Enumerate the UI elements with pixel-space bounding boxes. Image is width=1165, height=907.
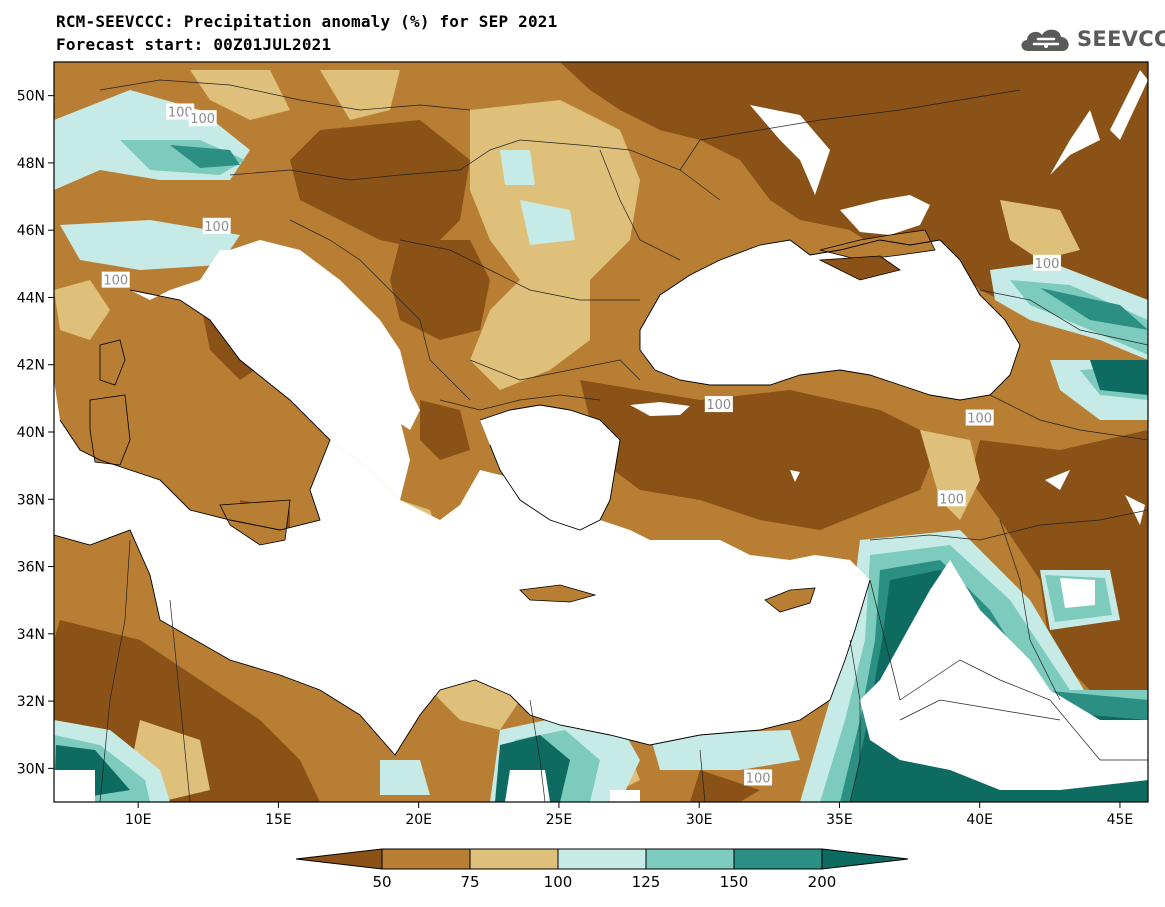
logo-text: SEEVCCC (1077, 27, 1165, 51)
map-title: RCM-SEEVCCC: Precipitation anomaly (%) f… (56, 12, 558, 31)
lat-tick-label: 38N (17, 492, 45, 508)
contour-label-bg (1033, 254, 1062, 271)
seevccc-logo: SEEVCCC (1018, 24, 1165, 54)
map-axes: 30N 32N 34N 36N 38N 40N 42N 44N 46N 48N 50N 10E 15E 2… (17, 89, 1134, 828)
contour-label: 100 (188, 110, 217, 127)
contour-label: 100 (202, 217, 231, 235)
anomaly-field (54, 62, 1148, 802)
contour-label: 100 (965, 409, 994, 427)
cloud-icon (1021, 29, 1069, 51)
contour-label-text: 100 (103, 274, 128, 289)
contour-label-bg (101, 271, 130, 288)
lon-tick-label: 35E (826, 812, 853, 828)
contour-label-text: 100 (746, 771, 771, 786)
contour-label-bg (166, 103, 195, 120)
masked-regions (54, 70, 1148, 802)
seas (54, 195, 1020, 755)
contour-label-text: 100 (967, 412, 992, 427)
contour-label: 100 (744, 769, 773, 786)
lon-tick-label: 45E (1107, 812, 1134, 828)
lon-tick-label: 30E (686, 812, 713, 828)
colorbar-box (557, 848, 647, 870)
borders (99, 79, 1148, 802)
contour-label-text: 100 (168, 105, 193, 120)
lon-tick-label: 25E (546, 812, 573, 828)
contour-label-bg (704, 396, 733, 413)
contour-label-text: 100 (939, 492, 964, 507)
contour-label-text: 100 (204, 220, 229, 235)
lat-tick-label: 36N (17, 560, 45, 576)
contour-label: 100 (1033, 254, 1062, 272)
lat-tick-label: 48N (17, 156, 45, 172)
colorbar-high-arrow (821, 848, 909, 870)
contour-label-text: 100 (190, 112, 215, 127)
colorbar-level-label: 125 (632, 873, 661, 891)
contour-label-text: 100 (1035, 257, 1060, 272)
colorbar-box (645, 848, 735, 870)
contour-label-bg (965, 409, 994, 426)
contour-label: 100 (101, 271, 130, 289)
lat-tick-label: 40N (17, 425, 45, 441)
contour-label-text: 100 (706, 398, 731, 413)
colorbar-level-label: 100 (544, 873, 573, 891)
lon-tick-label: 40E (966, 812, 993, 828)
contour-label: 100 (937, 490, 966, 507)
lon-tick-label: 10E (125, 812, 152, 828)
colorbar-level-label: 75 (460, 873, 479, 891)
colorbar-box (733, 848, 823, 870)
lat-tick-label: 32N (17, 694, 45, 710)
colorbar-box (381, 848, 471, 870)
contour-label-bg (188, 110, 217, 127)
lat-tick-label: 42N (17, 358, 45, 374)
lon-tick-label: 20E (405, 812, 432, 828)
colorbar: 50 75 100 125 150 200 (295, 848, 909, 891)
colorbar-box (469, 848, 559, 870)
lat-tick-label: 44N (17, 290, 45, 306)
forecast-start: Forecast start: 00Z01JUL2021 (56, 35, 332, 54)
colorbar-level-label: 50 (372, 873, 391, 891)
lon-tick-label: 15E (265, 812, 292, 828)
lat-tick-label: 50N (17, 89, 45, 105)
contour-label-bg (937, 490, 966, 507)
contour-label: 100 (166, 103, 195, 120)
colorbar-low-arrow (295, 848, 383, 870)
colorbar-level-label: 150 (720, 873, 749, 891)
lat-tick-label: 34N (17, 627, 45, 643)
colorbar-level-label: 200 (808, 873, 837, 891)
coastlines (54, 239, 1021, 756)
contour-label: 100 (704, 396, 733, 413)
contour-label-bg (744, 769, 773, 786)
contour-label-bg (202, 217, 231, 234)
lat-tick-label: 30N (17, 761, 45, 777)
islands (89, 229, 936, 613)
lat-tick-label: 46N (17, 223, 45, 239)
